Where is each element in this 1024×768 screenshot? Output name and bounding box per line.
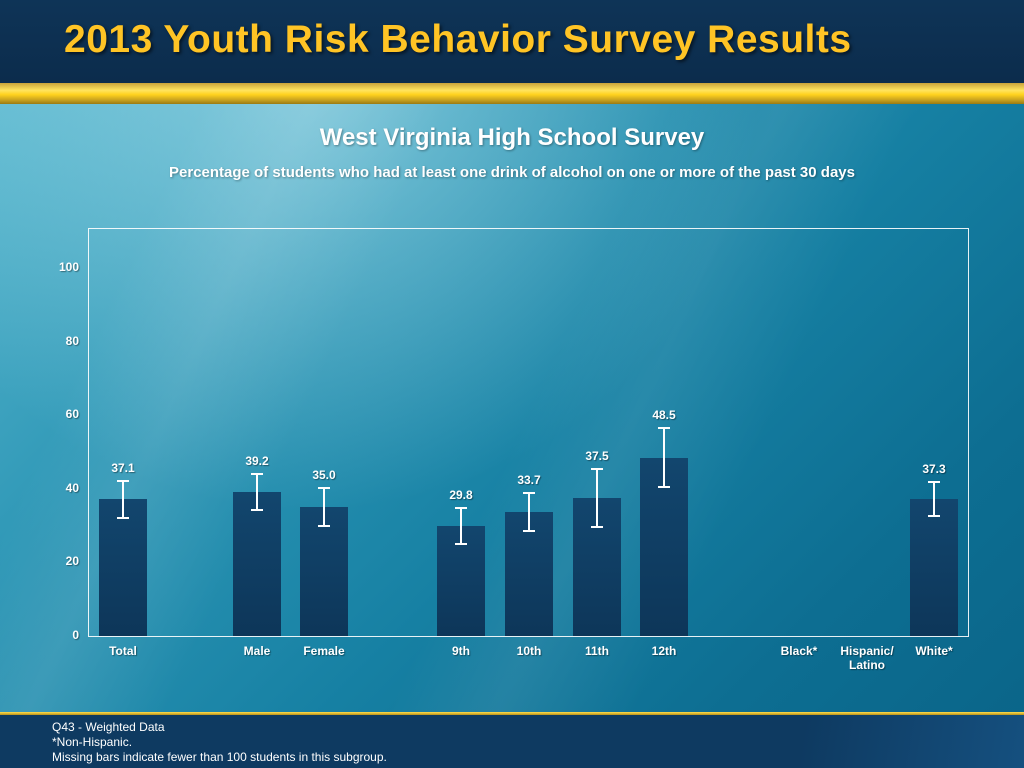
category-label: Total [109, 644, 137, 658]
error-bar-cap-top [455, 507, 467, 510]
y-tick-label: 60 [65, 407, 79, 422]
error-bar-cap-bottom [928, 514, 940, 517]
category-label: Hispanic/ Latino [840, 644, 894, 672]
bar [99, 499, 147, 636]
error-bar-cap-top [523, 491, 535, 494]
error-bar-cap-top [318, 486, 330, 489]
error-bar-cap-bottom [591, 526, 603, 529]
footer-gold-line [0, 712, 1024, 715]
error-bar-cap-top [117, 479, 129, 482]
error-bar-cap-bottom [251, 508, 263, 511]
error-bar-cap-top [928, 480, 940, 483]
category-label: Male [243, 644, 271, 658]
y-tick-label: 0 [72, 628, 79, 642]
error-bar-line [460, 507, 462, 546]
value-label: 29.8 [449, 488, 473, 503]
category-label: 9th [452, 644, 470, 658]
value-label: 33.7 [517, 472, 541, 487]
footer-band: Q43 - Weighted Data *Non-Hispanic. Missi… [0, 715, 1024, 768]
category-label: White* [915, 644, 953, 658]
footer-note-missing: Missing bars indicate fewer than 100 stu… [52, 750, 387, 764]
chart-subtitle: Percentage of students who had at least … [169, 164, 855, 181]
error-bar-cap-bottom [658, 486, 670, 489]
error-bar-cap-bottom [117, 517, 129, 520]
error-bar-line [933, 480, 935, 517]
header-band: 2013 Youth Risk Behavior Survey Results [0, 0, 1024, 83]
bar [300, 507, 348, 636]
category-label: 12th [651, 644, 677, 658]
category-label: 10th [516, 644, 542, 658]
gold-divider [0, 83, 1024, 104]
value-label: 39.2 [245, 453, 269, 468]
error-bar-cap-bottom [318, 525, 330, 528]
error-bar-line [323, 486, 325, 528]
plot-area: 0 20 40 60 80 100 37.1 Total 39.2 Male 35.0 Female 2… [59, 228, 969, 672]
value-label: 35.0 [312, 467, 336, 482]
bar [910, 498, 958, 636]
error-bar-cap-bottom [523, 530, 535, 533]
error-bar-line [528, 491, 530, 533]
header-title: 2013 Youth Risk Behavior Survey Results [64, 18, 852, 61]
bar [505, 511, 553, 636]
y-tick-label: 100 [58, 260, 79, 274]
error-bar-line [122, 479, 124, 520]
error-bar-line [256, 472, 258, 511]
error-bar-line [663, 426, 665, 489]
error-bar-cap-top [591, 467, 603, 470]
y-tick-label: 20 [65, 554, 79, 569]
bar [233, 491, 281, 636]
footer-notes: Q43 - Weighted Data *Non-Hispanic. Missi… [52, 720, 387, 765]
value-label: 37.1 [111, 460, 135, 475]
error-bar-cap-bottom [455, 543, 467, 546]
y-tick-label: 80 [65, 333, 79, 348]
category-label: 11th [584, 644, 609, 658]
value-label: 37.3 [922, 461, 946, 476]
error-bar-cap-top [251, 472, 263, 475]
footer-note-source: Q43 - Weighted Data [52, 720, 165, 734]
error-bar-cap-top [658, 426, 670, 429]
category-label: Female [303, 644, 345, 658]
value-label: 48.5 [652, 407, 676, 422]
y-tick-label: 40 [65, 480, 79, 495]
value-label: 37.5 [585, 448, 609, 463]
footer-note-nonhispanic: *Non-Hispanic. [52, 735, 133, 749]
error-bar-line [596, 467, 598, 529]
category-label: Black* [780, 644, 818, 658]
chart-title: West Virginia High School Survey [319, 124, 705, 151]
